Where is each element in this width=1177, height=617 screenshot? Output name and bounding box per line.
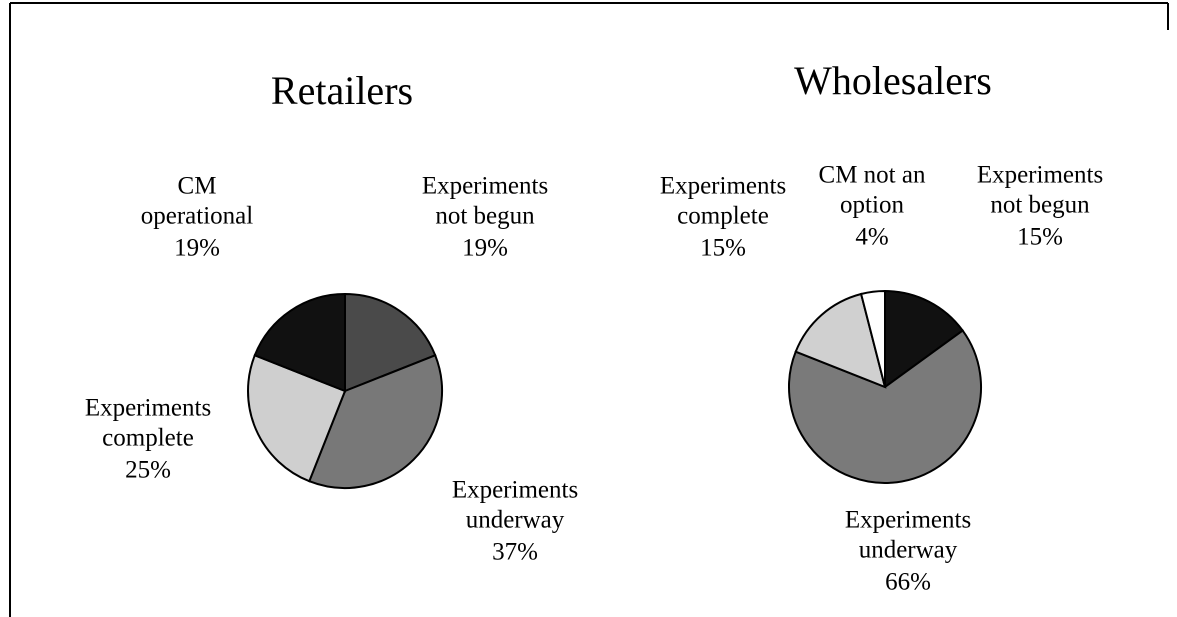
slice-value-label: 25% [125, 457, 171, 484]
slice-label: not begun [435, 203, 535, 230]
slice-value-label: 15% [700, 235, 746, 262]
chart-title: Retailers [271, 68, 413, 113]
pie-slice [859, 289, 886, 388]
slice-value-label: 66% [885, 569, 931, 596]
slice-label: CM not an [819, 162, 926, 189]
slice-label: CM [178, 173, 217, 200]
slice-label: Experiments [977, 162, 1103, 189]
pie-slice [253, 292, 346, 393]
slice-label: operational [141, 203, 254, 230]
slice-label: not begun [990, 192, 1090, 219]
pie-slice [344, 292, 437, 393]
slice-value-label: 15% [1017, 224, 1063, 251]
pie-slice [884, 289, 965, 389]
pie-slice [307, 353, 443, 489]
slice-label: option [840, 192, 904, 219]
slice-value-label: 19% [174, 235, 220, 262]
pie-slice [247, 353, 347, 483]
slice-label: Experiments [845, 507, 971, 534]
slice-label: underway [859, 537, 958, 564]
slice-value-label: 4% [855, 224, 888, 251]
pie-slice [794, 292, 887, 389]
slice-value-label: 19% [462, 235, 508, 262]
slice-label: complete [677, 203, 769, 230]
slice-label: Experiments [422, 173, 548, 200]
slice-label: Experiments [85, 395, 211, 422]
slice-value-label: 37% [492, 539, 538, 566]
chart-title: Wholesalers [794, 58, 992, 103]
slice-label: underway [466, 507, 565, 534]
slice-label: Experiments [660, 173, 786, 200]
slice-label: complete [102, 425, 194, 452]
slice-label: Experiments [452, 477, 578, 504]
